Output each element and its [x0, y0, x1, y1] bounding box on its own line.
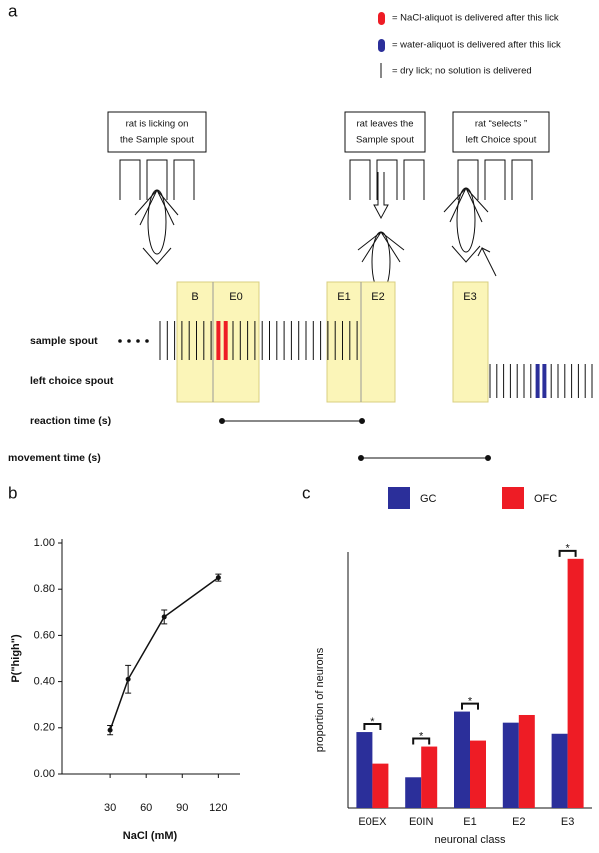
y-tick-label: 0.20 [34, 722, 55, 734]
significance-mark: * [370, 716, 375, 728]
y-tick-label: 0.40 [34, 676, 55, 688]
x-tick-label: 60 [140, 802, 152, 814]
significance-bracket [558, 549, 577, 557]
significance-bracket [461, 702, 479, 710]
legend-swatch [388, 487, 410, 509]
epoch-label: E2 [371, 291, 384, 303]
x-axis-label: NaCl (mM) [123, 830, 178, 842]
legend-text: = dry lick; no solution is delivered [392, 66, 532, 77]
box-text: the Sample spout [120, 135, 194, 146]
bar [356, 732, 373, 808]
x-tick-label: E2 [512, 816, 525, 828]
row-label: movement time (s) [8, 452, 101, 464]
epoch-label: B [191, 291, 198, 303]
legend-swatch [502, 487, 524, 509]
y-axis-label: P("high") [10, 634, 22, 683]
epoch-label: E1 [337, 291, 350, 303]
point [125, 676, 131, 682]
bar [405, 777, 422, 808]
line [109, 577, 219, 731]
x-tick-label: E0EX [358, 816, 387, 828]
row-label: reaction time (s) [30, 415, 111, 427]
legend-text: = NaCl-aliquot is delivered after this l… [392, 13, 559, 24]
box-text: left Choice spout [466, 135, 537, 146]
point [161, 614, 167, 620]
bar [454, 711, 470, 808]
point [215, 575, 221, 581]
x-tick-label: E1 [463, 816, 476, 828]
x-tick-label: E0IN [409, 816, 434, 828]
x-axis-label: neuronal class [435, 834, 506, 846]
significance-mark: * [565, 543, 570, 555]
significance-bracket [412, 737, 431, 745]
epoch-label: E0 [229, 291, 242, 303]
y-tick-label: 0.00 [34, 768, 55, 780]
x-tick-label: 90 [176, 802, 188, 814]
bar [502, 722, 519, 808]
bar [567, 558, 584, 808]
panel-a-drawing [107, 12, 593, 461]
legend-text: = water-aliquot is delivered after this … [392, 40, 561, 51]
bar [470, 740, 486, 808]
significance-mark: * [419, 730, 424, 742]
x-tick-label: 120 [209, 802, 227, 814]
bar [551, 733, 568, 808]
panel-label: c [302, 483, 311, 502]
y-tick-label: 0.60 [34, 629, 55, 641]
bar [421, 746, 438, 808]
box-text: Sample spout [356, 135, 414, 146]
box-text: rat “selects ” [475, 119, 527, 130]
legend-label: OFC [534, 493, 557, 505]
panel-label: b [8, 483, 17, 502]
legend-label: GC [420, 493, 437, 505]
y-axis-label: proportion of neurons [314, 647, 326, 752]
y-tick-label: 0.80 [34, 583, 55, 595]
epoch-label: E3 [463, 291, 476, 303]
significance-mark: * [468, 695, 473, 707]
y-tick-label: 1.00 [34, 537, 55, 549]
row-label: left choice spout [30, 375, 114, 387]
x-tick-label: E3 [561, 816, 574, 828]
bar [372, 763, 389, 808]
significance-bracket [363, 723, 382, 731]
box-text: rat leaves the [356, 119, 413, 130]
x-tick-label: 30 [104, 802, 116, 814]
row-label: sample spout [30, 335, 98, 347]
bar [518, 714, 535, 808]
point [107, 727, 113, 733]
panel-label: a [8, 1, 18, 20]
box-text: rat is licking on [126, 119, 189, 130]
